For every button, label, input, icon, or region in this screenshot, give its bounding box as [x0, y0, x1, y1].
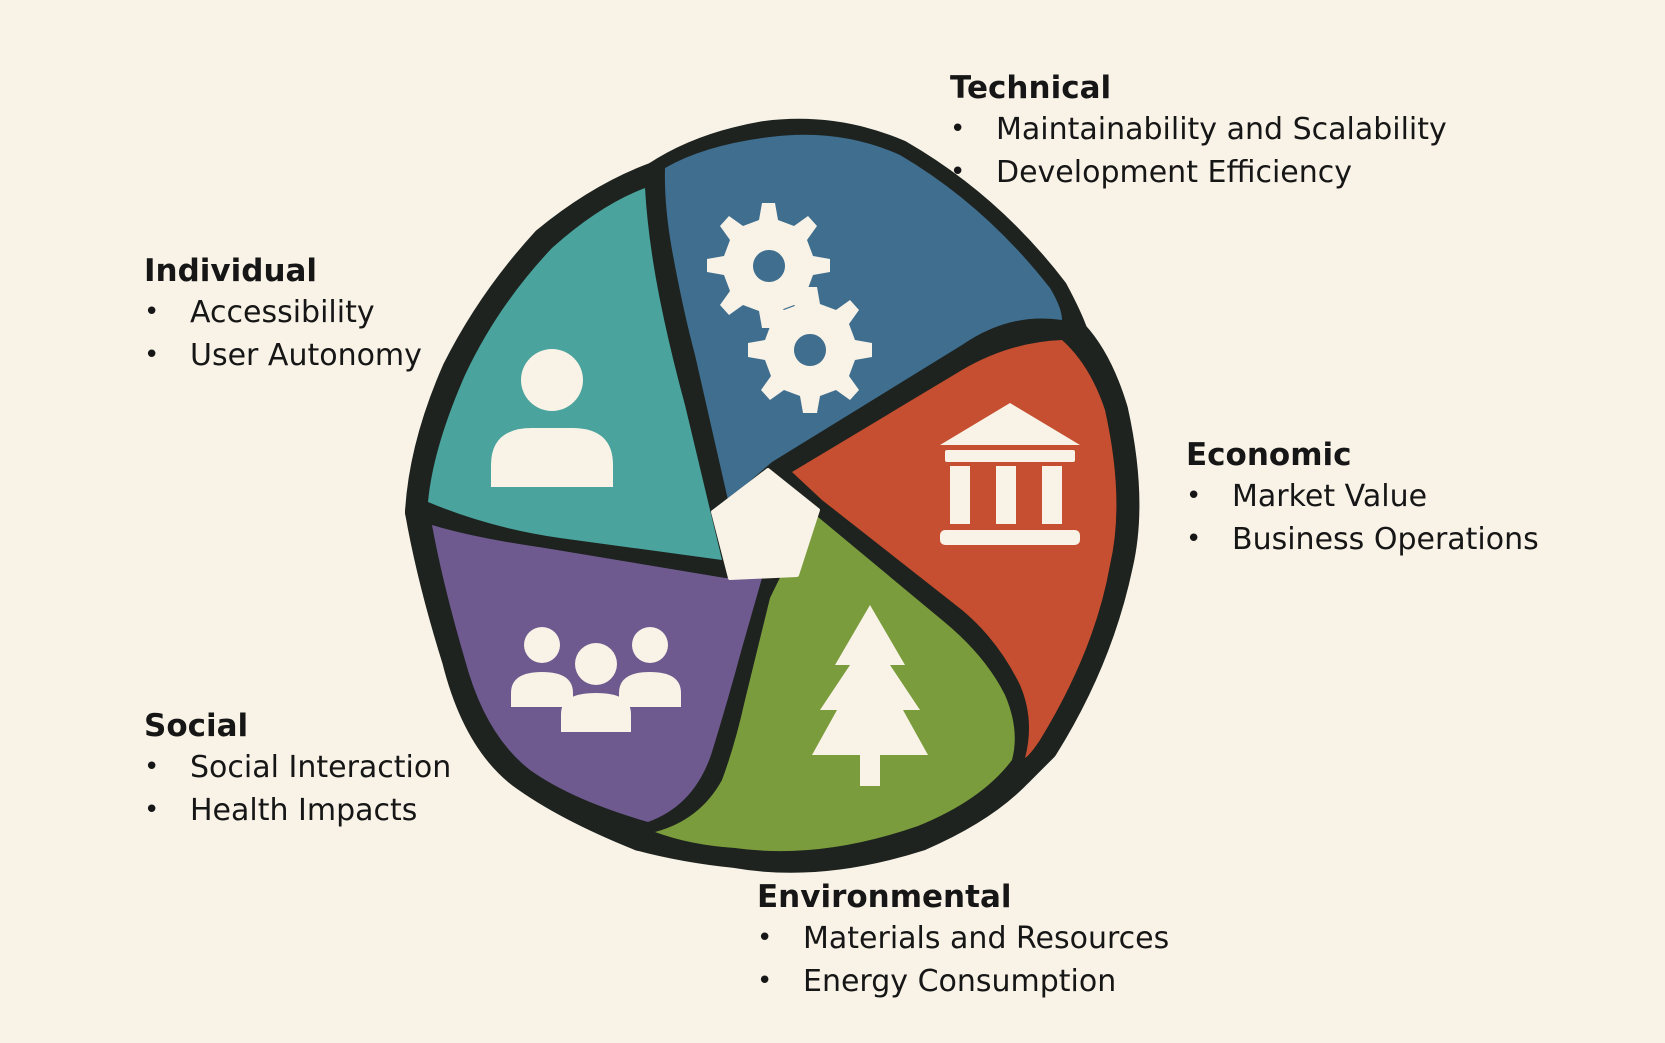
technical-title: Technical — [950, 70, 1112, 106]
environmental-items: Materials and Resources Energy Consumpti… — [757, 917, 1169, 1003]
person-body — [491, 428, 613, 487]
social-items: Social Interaction Health Impacts — [144, 746, 451, 832]
bank-building-icon — [940, 403, 1080, 545]
list-item: Health Impacts — [144, 789, 451, 832]
gear-small — [748, 287, 872, 413]
list-item: Market Value — [1186, 475, 1539, 518]
economic-title: Economic — [1186, 437, 1352, 473]
person-left-body — [511, 672, 573, 707]
social-title: Social — [144, 708, 249, 744]
individual-items: Accessibility User Autonomy — [144, 291, 422, 377]
list-item: Accessibility — [144, 291, 422, 334]
pine-tree-icon — [812, 605, 928, 786]
list-item: Development Efficiency — [950, 151, 1447, 194]
person-center-body — [561, 693, 631, 732]
individual-title: Individual — [144, 253, 318, 289]
bank-base — [940, 530, 1080, 545]
person-head — [521, 349, 583, 411]
center-pentagon — [711, 468, 820, 580]
bank-column-2 — [996, 466, 1016, 524]
gears-icon — [707, 203, 872, 413]
list-item: Maintainability and Scalability — [950, 108, 1447, 151]
list-item: Social Interaction — [144, 746, 451, 789]
bank-architrave — [945, 450, 1075, 462]
individual-label-block: Individual Accessibility User Autonomy — [144, 251, 422, 377]
environmental-segment — [655, 512, 1015, 852]
list-item: Materials and Resources — [757, 917, 1169, 960]
list-item: Business Operations — [1186, 518, 1539, 561]
gear-large — [707, 203, 830, 328]
technical-label-block: Technical Maintainability and Scalabilit… — [950, 68, 1447, 194]
economic-label-block: Economic Market Value Business Operation… — [1186, 435, 1539, 561]
person-right-body — [619, 672, 681, 707]
list-item: Energy Consumption — [757, 960, 1169, 1003]
social-label-block: Social Social Interaction Health Impacts — [144, 706, 451, 832]
tree-trunk — [860, 752, 880, 786]
list-item: User Autonomy — [144, 334, 422, 377]
tree-body — [812, 605, 928, 755]
environmental-label-block: Environmental Materials and Resources En… — [757, 877, 1169, 1003]
person-right-head — [632, 627, 668, 663]
person-center-head — [575, 643, 617, 685]
bank-column-1 — [950, 466, 970, 524]
person-left-head — [524, 627, 560, 663]
person-icon — [491, 349, 613, 487]
group-people-icon — [511, 627, 681, 732]
environmental-title: Environmental — [757, 879, 1012, 915]
economic-items: Market Value Business Operations — [1186, 475, 1539, 561]
bank-column-3 — [1042, 466, 1062, 524]
bank-roof — [940, 403, 1080, 445]
technical-items: Maintainability and Scalability Developm… — [950, 108, 1447, 194]
